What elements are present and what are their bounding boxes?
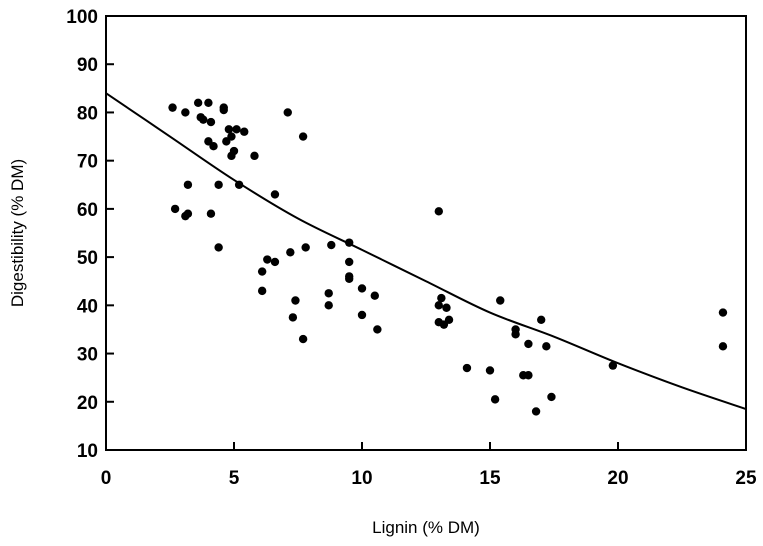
data-point xyxy=(209,142,218,151)
data-point xyxy=(442,303,451,312)
data-point xyxy=(537,315,546,324)
data-point xyxy=(608,361,618,370)
data-point xyxy=(183,180,193,189)
data-point xyxy=(250,151,259,161)
data-point xyxy=(345,257,354,267)
data-point xyxy=(462,363,472,373)
data-point xyxy=(170,204,180,214)
data-point xyxy=(327,240,336,250)
data-point xyxy=(542,342,551,351)
x-tick-label: 0 xyxy=(101,468,112,489)
data-point xyxy=(183,209,193,218)
y-tick-label: 90 xyxy=(77,55,98,76)
y-axis-title: Digestibility (% DM) xyxy=(8,159,27,307)
data-point xyxy=(524,339,533,349)
y-tick-label: 60 xyxy=(77,200,98,221)
data-point xyxy=(345,238,354,247)
data-point xyxy=(168,103,177,112)
data-point xyxy=(181,108,190,117)
data-point xyxy=(301,243,310,252)
y-axis-ticks: 10 20 30 40 50 60 70 80 90 100 xyxy=(66,7,114,462)
data-point xyxy=(214,243,223,252)
data-point xyxy=(345,274,354,284)
data-point xyxy=(257,286,267,296)
data-point xyxy=(434,207,443,216)
x-tick-label: 20 xyxy=(607,468,628,489)
data-point xyxy=(206,117,216,127)
data-point xyxy=(444,315,454,324)
data-point xyxy=(227,132,236,141)
data-point xyxy=(283,108,292,117)
fit-curve xyxy=(105,92,747,410)
y-tick-label: 100 xyxy=(66,7,98,28)
data-point xyxy=(434,301,443,310)
data-point xyxy=(199,115,208,124)
data-point xyxy=(232,125,241,134)
data-point xyxy=(204,98,213,108)
data-point xyxy=(531,407,541,416)
y-tick-label: 40 xyxy=(77,296,98,317)
data-point xyxy=(291,296,300,305)
data-point xyxy=(324,289,333,298)
data-point xyxy=(270,190,280,199)
data-points xyxy=(168,98,728,416)
y-tick-label: 30 xyxy=(77,345,98,366)
y-tick-label: 80 xyxy=(77,103,98,124)
data-point xyxy=(324,301,333,310)
x-tick-label: 15 xyxy=(479,468,501,489)
data-point xyxy=(298,334,308,344)
data-point xyxy=(229,146,239,156)
data-point xyxy=(224,125,234,134)
data-point xyxy=(373,325,382,334)
data-point xyxy=(437,293,446,303)
x-tick-label: 25 xyxy=(735,468,757,489)
data-point xyxy=(257,267,267,276)
data-point xyxy=(485,366,495,375)
plot-frame xyxy=(105,15,747,451)
data-point xyxy=(370,291,379,300)
y-tick-label: 50 xyxy=(77,248,98,269)
data-point xyxy=(490,395,500,404)
data-point xyxy=(357,284,367,293)
x-tick-label: 10 xyxy=(351,468,372,489)
data-point xyxy=(511,330,520,339)
x-tick-label: 5 xyxy=(229,468,240,489)
data-point xyxy=(298,132,308,141)
data-point xyxy=(357,310,367,320)
y-tick-label: 10 xyxy=(77,441,98,462)
data-point xyxy=(206,209,216,218)
data-point xyxy=(718,342,728,351)
data-point xyxy=(288,313,298,322)
x-axis-title: Lignin (% DM) xyxy=(372,518,480,537)
data-point xyxy=(270,257,280,267)
data-point xyxy=(718,308,728,317)
data-point xyxy=(547,392,556,402)
data-point xyxy=(524,371,533,380)
y-tick-label: 20 xyxy=(77,393,98,414)
data-point xyxy=(193,98,203,108)
data-point xyxy=(214,180,223,189)
data-point xyxy=(286,248,295,257)
data-point xyxy=(234,180,244,189)
y-tick-label: 70 xyxy=(77,152,98,173)
data-point xyxy=(496,296,505,305)
data-point xyxy=(240,127,249,136)
x-axis-ticks: 0 5 10 15 20 25 xyxy=(101,442,757,489)
data-point xyxy=(219,105,228,115)
data-point xyxy=(263,255,272,264)
